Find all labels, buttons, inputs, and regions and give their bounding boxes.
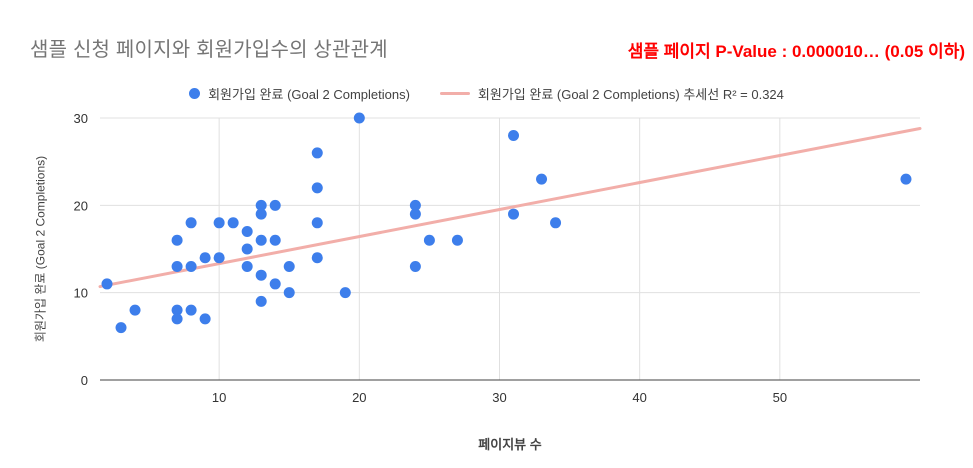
svg-text:20: 20 <box>74 198 88 213</box>
svg-text:30: 30 <box>492 390 506 405</box>
legend-item-series[interactable]: 회원가입 완료 (Goal 2 Completions) <box>189 84 410 103</box>
trendline-swatch-icon <box>439 92 470 95</box>
svg-text:40: 40 <box>632 390 646 405</box>
chart-title: 샘플 신청 페이지와 회원가입수의 상관관계 <box>30 39 388 61</box>
pvalue-annotation: 샘플 페이지 P-Value : 0.000010… (0.05 이하) <box>627 42 965 61</box>
svg-text:50: 50 <box>773 390 787 405</box>
svg-text:20: 20 <box>352 390 366 405</box>
svg-text:10: 10 <box>74 286 88 301</box>
chart-legend: 회원가입 완료 (Goal 2 Completions) 회원가입 완료 (Go… <box>0 84 973 103</box>
x-axis-title: 페이지뷰 수 <box>478 437 542 452</box>
legend-trendline-label: 회원가입 완료 (Goal 2 Completions) 추세선 R² = 0.… <box>477 87 784 102</box>
svg-text:0: 0 <box>81 373 88 388</box>
svg-text:30: 30 <box>74 111 88 126</box>
legend-series-label: 회원가입 완료 (Goal 2 Completions) <box>208 87 410 102</box>
legend-item-trendline[interactable]: 회원가입 완료 (Goal 2 Completions) 추세선 R² = 0.… <box>439 84 784 103</box>
series-dot-icon <box>189 88 201 99</box>
svg-text:10: 10 <box>212 390 226 405</box>
